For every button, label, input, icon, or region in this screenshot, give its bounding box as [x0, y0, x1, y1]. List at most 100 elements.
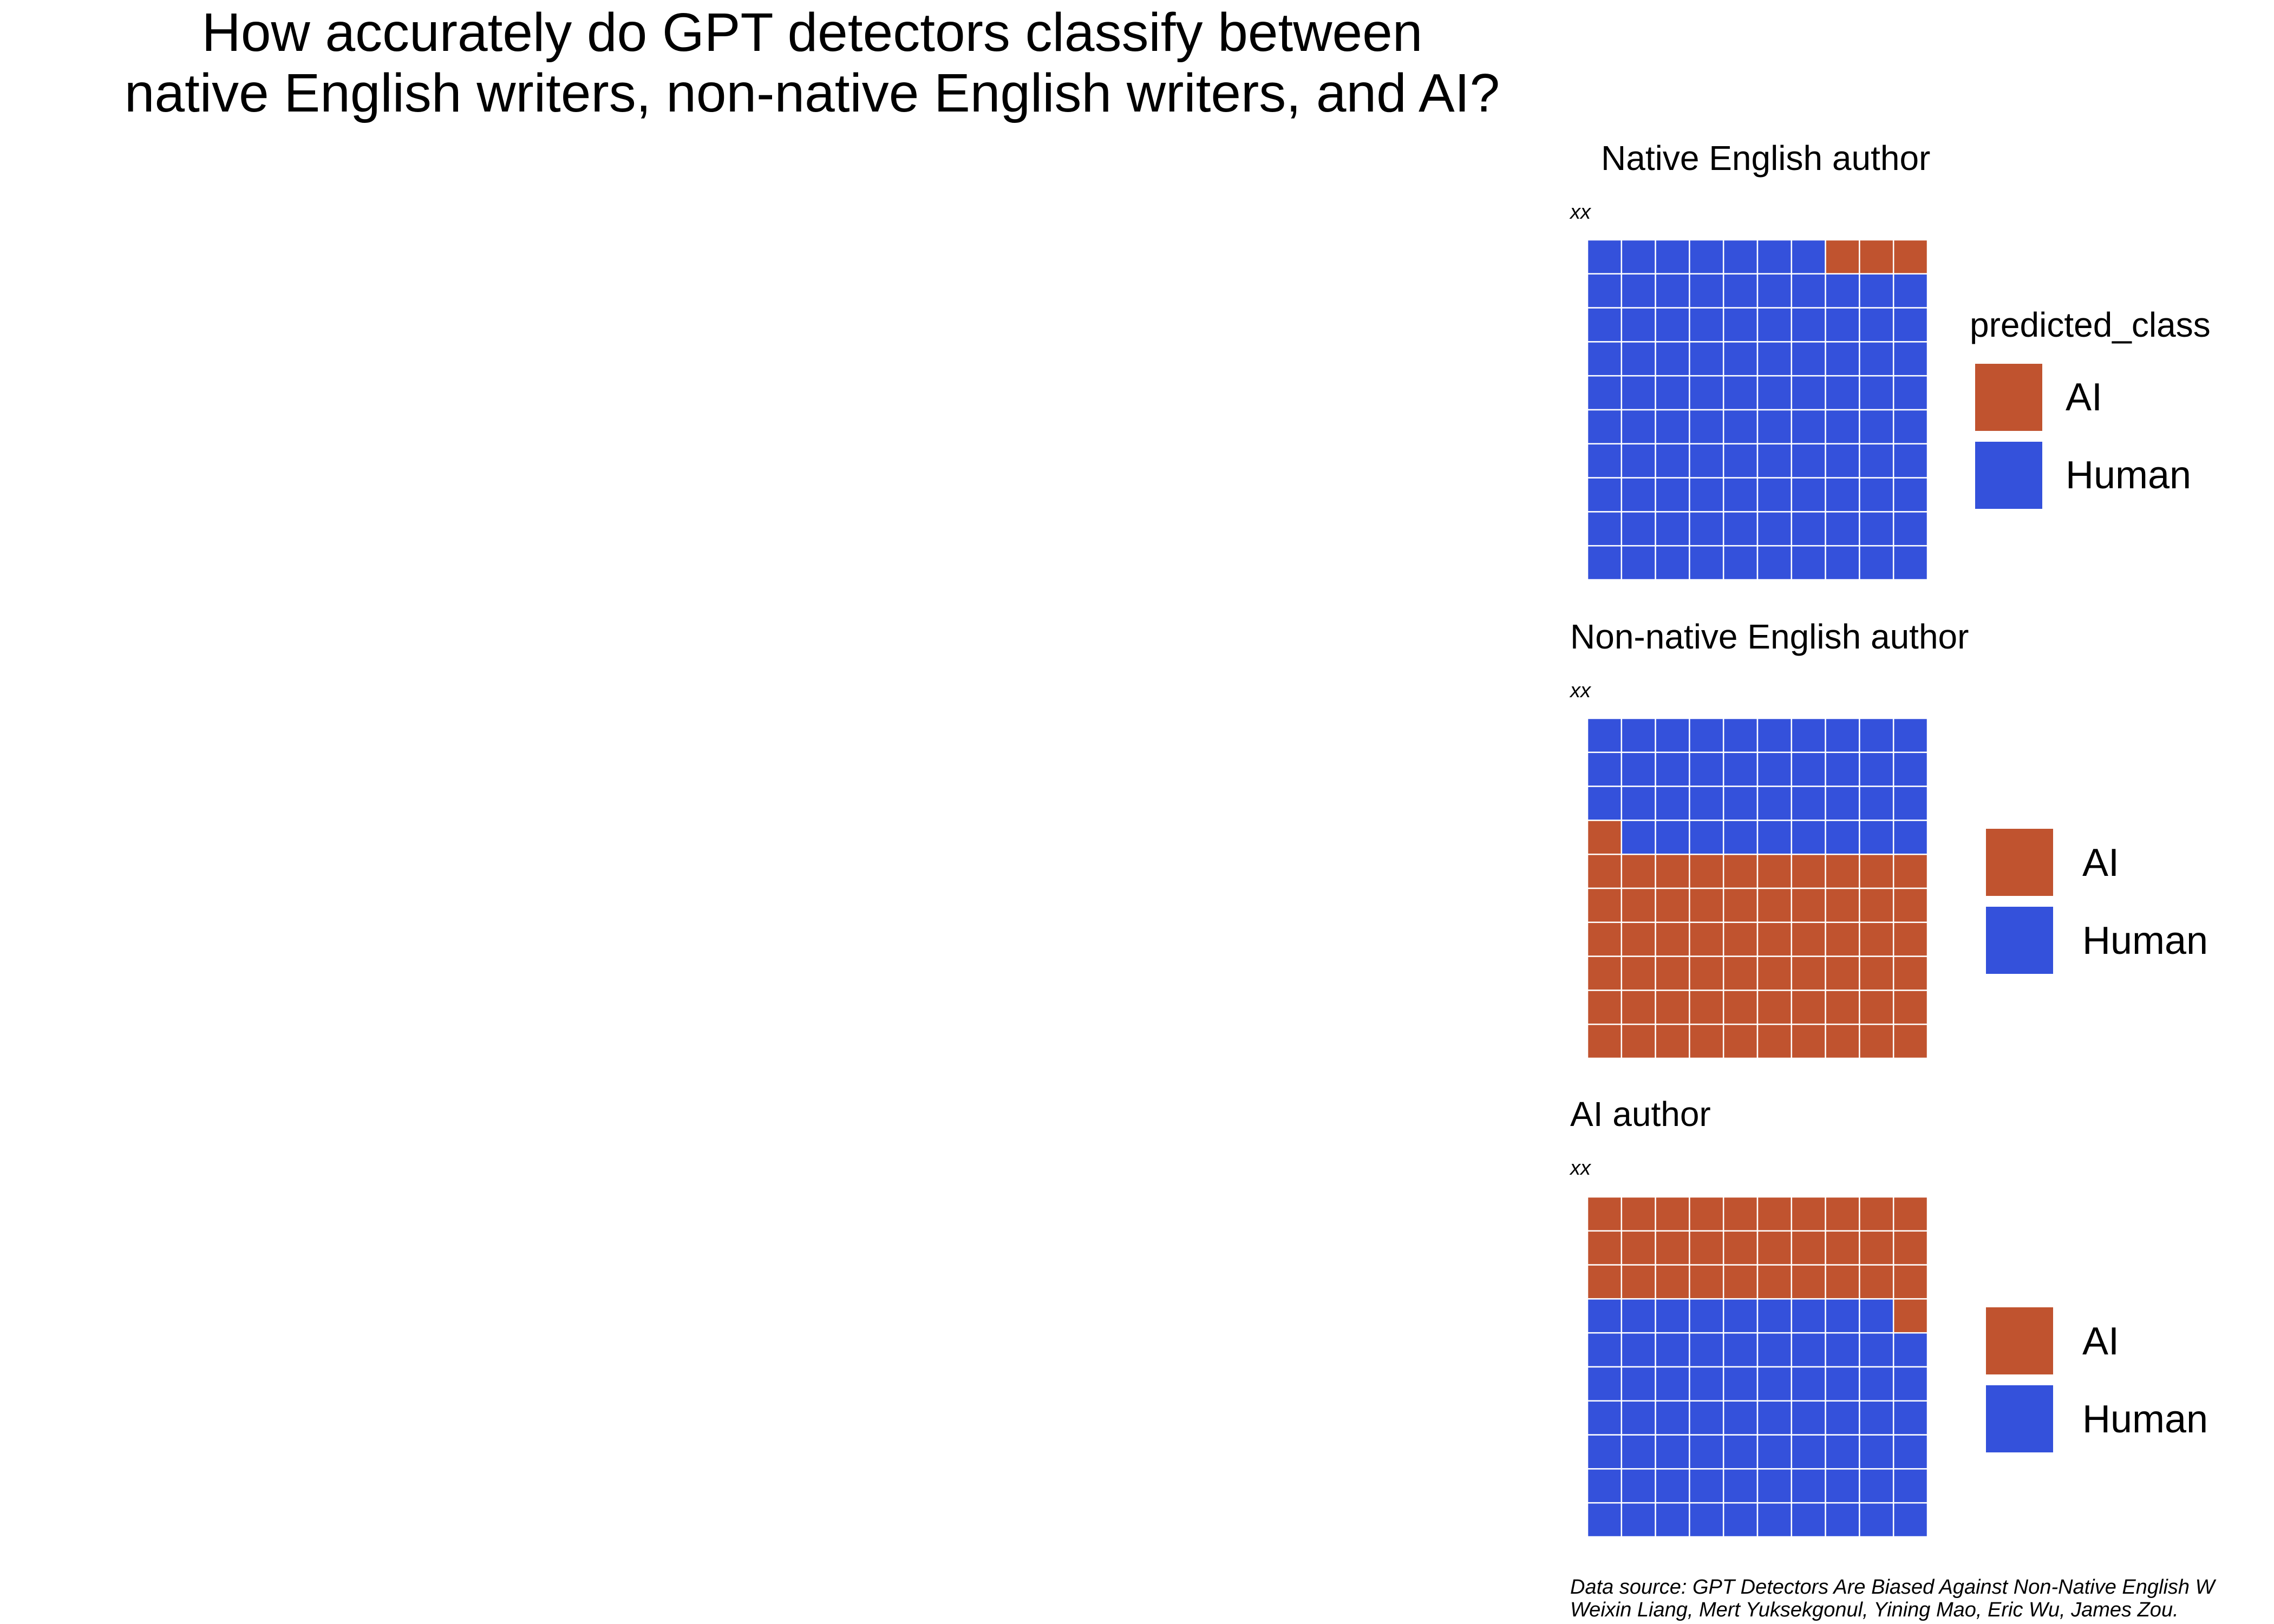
waffle-cell-ai	[1892, 1196, 1929, 1232]
waffle-cell-human	[1791, 443, 1826, 479]
waffle-cell-ai	[1655, 1230, 1690, 1266]
waffle-cell-ai	[1620, 1230, 1656, 1266]
waffle-cell-human	[1756, 375, 1793, 411]
waffle-cell-human	[1791, 717, 1826, 754]
waffle-cell-ai	[1722, 990, 1759, 1025]
legend-key-human-3	[1986, 1385, 2053, 1452]
waffle-cell-human	[1859, 717, 1894, 754]
waffle-cell-ai	[1689, 921, 1724, 957]
waffle-cell-human	[1825, 1468, 1860, 1504]
waffle-cell-human	[1859, 409, 1894, 445]
waffle-cell-human	[1825, 1434, 1860, 1470]
waffle-cell-human	[1689, 1366, 1724, 1402]
waffle-cell-ai	[1722, 1196, 1759, 1232]
waffle-cell-ai	[1791, 1230, 1826, 1266]
legend-key-human-2	[1986, 907, 2053, 974]
waffle-cell-human	[1586, 477, 1623, 513]
waffle-cell-human	[1722, 1434, 1759, 1470]
waffle-cell-human	[1722, 1468, 1759, 1504]
waffle-cell-human	[1892, 511, 1929, 547]
waffle-cell-human	[1620, 820, 1656, 855]
waffle-cell-human	[1859, 341, 1894, 377]
waffle-cell-human	[1892, 545, 1929, 581]
waffle-cell-ai	[1756, 1230, 1793, 1266]
waffle-cell-human	[1586, 785, 1623, 821]
waffle-cell-ai	[1756, 955, 1793, 991]
waffle-cell-ai	[1825, 1230, 1860, 1266]
waffle-cell-ai	[1655, 887, 1690, 924]
legend-key-ai-3	[1986, 1307, 2053, 1374]
waffle-cell-human	[1859, 1400, 1894, 1436]
waffle-cell-human	[1655, 511, 1690, 547]
waffle-cell-human	[1655, 477, 1690, 513]
waffle-cell-human	[1791, 273, 1826, 309]
waffle-cell-human	[1859, 545, 1894, 581]
waffle-cell-ai	[1756, 1023, 1793, 1059]
waffle-cell-ai	[1689, 853, 1724, 889]
waffle-cell-human	[1689, 341, 1724, 377]
waffle-cell-human	[1825, 785, 1860, 821]
waffle-cell-human	[1620, 545, 1656, 581]
waffle-cell-human	[1586, 511, 1623, 547]
waffle-cell-ai	[1756, 990, 1793, 1025]
waffle-cell-human	[1859, 273, 1894, 309]
chart-title-line-2: native English writers, non-native Engli…	[124, 63, 1500, 123]
waffle-cell-ai	[1825, 1023, 1860, 1059]
waffle-cell-human	[1791, 511, 1826, 547]
waffle-cell-human	[1756, 307, 1793, 343]
waffle-cell-human	[1756, 1502, 1793, 1538]
waffle-cell-ai	[1859, 955, 1894, 991]
waffle-cell-human	[1689, 511, 1724, 547]
waffle-cell-ai	[1892, 239, 1929, 275]
legend-label-ai-2: AI	[2082, 841, 2120, 885]
waffle-cell-human	[1892, 307, 1929, 343]
waffle-cell-ai	[1791, 955, 1826, 991]
waffle-cell-human	[1756, 717, 1793, 754]
waffle-cell-human	[1756, 751, 1793, 787]
waffle-cell-ai	[1586, 853, 1623, 889]
waffle-cell-ai	[1722, 1230, 1759, 1266]
waffle-cell-ai	[1620, 1023, 1656, 1059]
waffle-cell-ai	[1722, 853, 1759, 889]
panel-title-native: Native English author	[1601, 139, 1931, 178]
waffle-cell-human	[1586, 1468, 1623, 1504]
waffle-cell-human	[1859, 1332, 1894, 1368]
waffle-cell-human	[1892, 717, 1929, 754]
waffle-cell-human	[1756, 545, 1793, 581]
waffle-cell-ai	[1655, 955, 1690, 991]
waffle-cell-human	[1586, 1366, 1623, 1402]
waffle-cell-human	[1620, 785, 1656, 821]
waffle-cell-human	[1892, 273, 1929, 309]
legend-title: predicted_class	[1970, 305, 2211, 344]
waffle-cell-human	[1655, 820, 1690, 855]
waffle-cell-human	[1655, 409, 1690, 445]
waffle-cell-ai	[1586, 1230, 1623, 1266]
waffle-cell-human	[1892, 820, 1929, 855]
legend-label-ai-3: AI	[2082, 1320, 2120, 1363]
waffle-cell-human	[1756, 1332, 1793, 1368]
waffle-cell-human	[1892, 751, 1929, 787]
waffle-cell-human	[1689, 751, 1724, 787]
waffle-cell-human	[1620, 1366, 1656, 1402]
waffle-cell-human	[1791, 307, 1826, 343]
waffle-cell-ai	[1586, 887, 1623, 924]
waffle-cell-ai	[1825, 239, 1860, 275]
waffle-cell-human	[1791, 1502, 1826, 1538]
waffle-cell-human	[1791, 1366, 1826, 1402]
waffle-cell-human	[1586, 273, 1623, 309]
waffle-cell-human	[1825, 477, 1860, 513]
waffle-cell-ai	[1586, 820, 1623, 855]
waffle-cell-human	[1722, 1332, 1759, 1368]
waffle-cell-human	[1859, 1366, 1894, 1402]
waffle-cell-ai	[1722, 921, 1759, 957]
waffle-cell-human	[1655, 1400, 1690, 1436]
waffle-cell-human	[1825, 409, 1860, 445]
waffle-cell-human	[1620, 1434, 1656, 1470]
waffle-cell-ai	[1892, 1023, 1929, 1059]
waffle-cell-ai	[1620, 1264, 1656, 1300]
waffle-cell-human	[1620, 273, 1656, 309]
waffle-cell-human	[1892, 443, 1929, 479]
waffle-cell-human	[1655, 1434, 1690, 1470]
waffle-cell-human	[1722, 785, 1759, 821]
waffle-cell-human	[1655, 239, 1690, 275]
